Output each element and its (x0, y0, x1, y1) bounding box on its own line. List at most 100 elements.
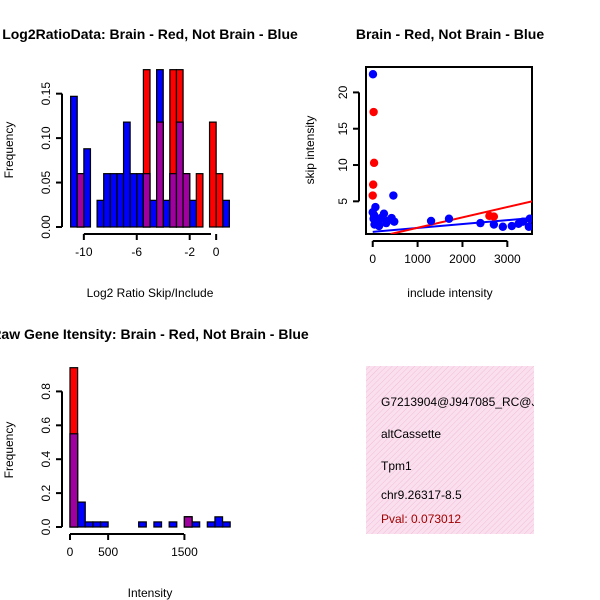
chart1-x-tick-label-3: 0 (213, 245, 220, 259)
chart1-y-tick-label-3: 0.15 (39, 82, 53, 106)
chart3-ylabel: Frequency (2, 422, 16, 479)
chart2-fit-lines (372, 200, 532, 234)
chart1-blue-bar-18 (222, 199, 230, 228)
chart2-x-tick-label-1: 1000 (404, 252, 431, 266)
chart1-blue-bar-17 (189, 199, 197, 228)
chart3-y-tick-label-1: 0.2 (39, 484, 53, 501)
chart2-axes: 0 1000 2000 3000 5 10 15 20 (336, 85, 521, 266)
chart2-y-tick-label-0: 5 (336, 198, 350, 205)
chart1-ylabel: Frequency (2, 122, 16, 179)
chart3-blue-bar-5 (138, 521, 147, 528)
chart3-blue-bar-2 (84, 521, 94, 528)
chart1-blue-bar-11 (149, 199, 158, 228)
info-panel-background (366, 366, 534, 534)
chart3-axes: 0 500 1500 0.0 0.2 0.4 0.6 0.8 (39, 383, 198, 559)
chart1-x-tick-label-0: -10 (75, 245, 93, 259)
chart3-y-tick-label-4: 0.8 (39, 383, 53, 400)
chart3-blue-bar-7 (168, 521, 178, 528)
chart1-red-bar-6 (195, 173, 204, 228)
chart1-y-tick-label-1: 0.05 (39, 171, 53, 195)
chart2-point-not-brain-25 (374, 221, 384, 231)
chart3-blue-bar-6 (153, 521, 163, 528)
chart3-blue-bar-9 (191, 521, 201, 528)
chart3-xlabel: Intensity (128, 586, 173, 600)
chart1-blue-bar-3 (96, 199, 105, 228)
chart2-point-brain-3 (368, 191, 377, 200)
intensity-scatter: Brain - Red, Not Brain - Blue include in… (303, 26, 544, 300)
chart2-title: Brain - Red, Not Brain - Blue (356, 26, 544, 42)
chart1-blue-bar-8 (129, 173, 138, 228)
chart1-red-bar-7 (208, 121, 217, 228)
info-panel: G7213904@J947085_RC@J906461_RC altCasset… (366, 366, 600, 534)
chart1-overlap-hatch-1 (144, 174, 149, 226)
info-pval: Pval: 0.073012 (381, 512, 461, 526)
chart1-axes: -10 -6 -2 0 0.00 0.05 0.10 0.15 (39, 82, 220, 259)
chart1-blue-bar-5 (109, 173, 118, 228)
chart1-blue-bar-2 (83, 148, 92, 228)
info-gene-name: Tpm1 (381, 459, 412, 473)
chart1-blue-bar-7 (122, 121, 131, 228)
chart1-y-tick-label-2: 0.10 (39, 126, 53, 150)
info-event-id: G7213904@J947085_RC@J906461_RC (381, 395, 600, 409)
chart3-y-tick-label-0: 0.0 (39, 518, 53, 535)
chart3-blue-bar-3 (92, 521, 102, 528)
chart3-blue-bar-10 (206, 521, 216, 528)
chart1-y-tick-label-0: 0.00 (39, 215, 53, 239)
chart2-x-tick-label-2: 2000 (449, 252, 476, 266)
chart2-x-tick-label-3: 3000 (494, 252, 521, 266)
chart3-blue-bar-11 (214, 516, 224, 528)
chart2-point-not-brain-12 (389, 191, 398, 200)
chart2-point-not-brain-18 (507, 221, 517, 231)
chart2-point-not-brain-13 (390, 217, 399, 226)
chart2-point-not-brain-22 (524, 222, 532, 231)
chart2-fit-line-brain (390, 200, 532, 234)
chart1-blue-bar-4 (103, 173, 111, 228)
chart1-blue-bar-13 (162, 199, 171, 228)
chart1-xlabel: Log2 Ratio Skip/Include (87, 286, 214, 300)
chart1-x-tick-label-2: -2 (184, 245, 195, 259)
chart2-plot-frame (365, 66, 533, 235)
chart3-bars (69, 367, 231, 528)
info-event-type: altCassette (381, 427, 441, 441)
chart1-overlap-hatch-4 (177, 123, 183, 226)
chart1-red-bar-8 (215, 173, 224, 228)
chart2-point-not-brain-23 (498, 222, 508, 231)
chart3-x-tick-label-1: 500 (98, 545, 118, 559)
chart2-points (368, 70, 532, 231)
chart3-overlap-hatch-0 (71, 434, 77, 526)
chart3-y-tick-label-2: 0.4 (39, 451, 53, 468)
chart1-overlap-hatch-5 (184, 174, 189, 226)
chart2-x-tick-label-0: 0 (369, 252, 376, 266)
chart2-xlabel: include intensity (407, 286, 492, 300)
chart3-blue-bar-12 (221, 521, 231, 528)
chart2-point-not-brain-15 (444, 214, 454, 223)
chart1-overlap-hatch-3 (170, 174, 176, 226)
chart2-y-tick-label-2: 15 (336, 122, 350, 136)
chart2-point-brain-5 (489, 212, 499, 221)
chart1-overlap-hatch-0 (78, 174, 83, 226)
chart3-blue-bar-4 (99, 521, 109, 528)
chart3-blue-bar-1 (77, 501, 86, 528)
chart2-y-tick-label-1: 10 (336, 158, 350, 172)
chart3-title: Raw Gene Itensity: Brain - Red, Not Brai… (0, 326, 309, 342)
chart2-point-brain-2 (368, 180, 378, 189)
chart2-ylabel: skip intensity (303, 116, 317, 185)
chart3-x-tick-label-2: 1500 (171, 545, 198, 559)
chart1-x-tick-label-1: -6 (131, 245, 142, 259)
chart1-blue-bar-9 (136, 173, 144, 228)
raw-intensity-histogram: Raw Gene Itensity: Brain - Red, Not Brai… (0, 326, 309, 600)
chart1-blue-bar-0 (70, 95, 78, 228)
chart3-overlap-hatch-1 (185, 517, 192, 526)
chart3-x-tick-label-0: 0 (67, 545, 74, 559)
log2-ratio-histogram: Log2RatioData: Brain - Red, Not Brain - … (2, 26, 298, 300)
chart2-point-not-brain-16 (476, 218, 485, 228)
chart2-point-not-brain-8 (379, 209, 389, 218)
chart2-fit-line-not-brain (372, 217, 532, 233)
chart2-point-not-brain-21 (525, 214, 532, 223)
chart2-point-brain-0 (369, 107, 378, 117)
chart1-title: Log2RatioData: Brain - Red, Not Brain - … (2, 26, 298, 42)
chart2-point-brain-1 (369, 158, 379, 168)
chart1-bars (70, 69, 230, 228)
chart2-point-not-brain-0 (368, 70, 378, 79)
